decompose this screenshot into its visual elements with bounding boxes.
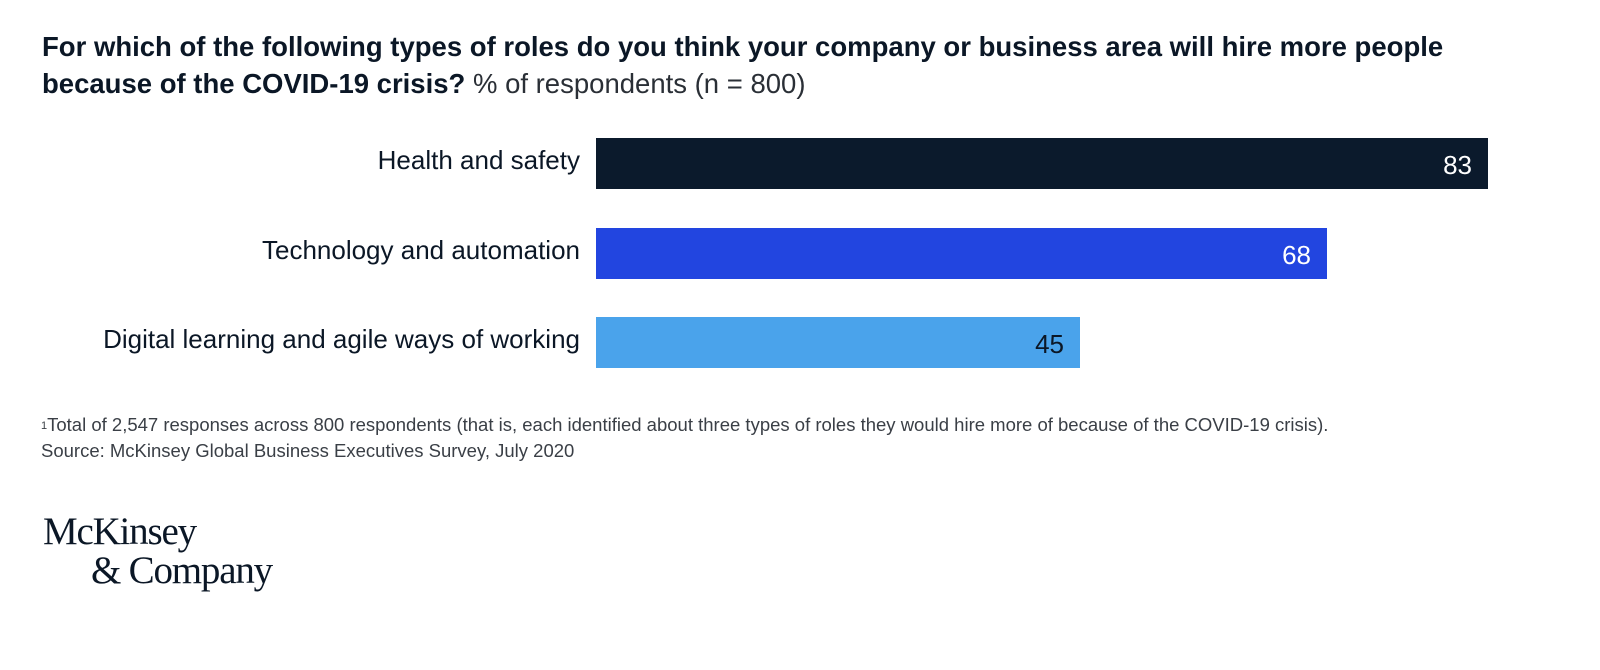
footnote-note: 1Total of 2,547 responses across 800 res…	[41, 412, 1561, 438]
footnote-note-text: Total of 2,547 responses across 800 resp…	[47, 414, 1329, 435]
category-label: Digital learning and agile ways of worki…	[103, 323, 580, 354]
category-label: Technology and automation	[261, 234, 580, 265]
footnote-marker: 1	[41, 420, 48, 432]
mckinsey-logo: McKinsey & Company	[43, 510, 273, 592]
data-label: 45	[1035, 328, 1064, 359]
logo-line-2: & Company	[91, 549, 273, 592]
bar	[596, 317, 1080, 368]
chart-subtitle: % of respondents (n = 800)	[472, 68, 806, 99]
category-label: Health and safety	[377, 144, 580, 175]
footnote: 1Total of 2,547 responses across 800 res…	[41, 412, 1561, 464]
bar	[596, 138, 1488, 189]
data-label: 68	[1282, 239, 1311, 270]
source-note: Source: McKinsey Global Business Executi…	[41, 440, 575, 461]
chart-title-main: For which of the following types of role…	[42, 31, 1444, 99]
data-label: 83	[1443, 149, 1472, 180]
bar	[596, 228, 1327, 279]
bar-chart: Health and safety 83 Technology and automa…	[103, 138, 1488, 368]
chart-title: For which of the following types of role…	[42, 28, 1522, 102]
logo-line-1: McKinsey	[43, 510, 197, 553]
